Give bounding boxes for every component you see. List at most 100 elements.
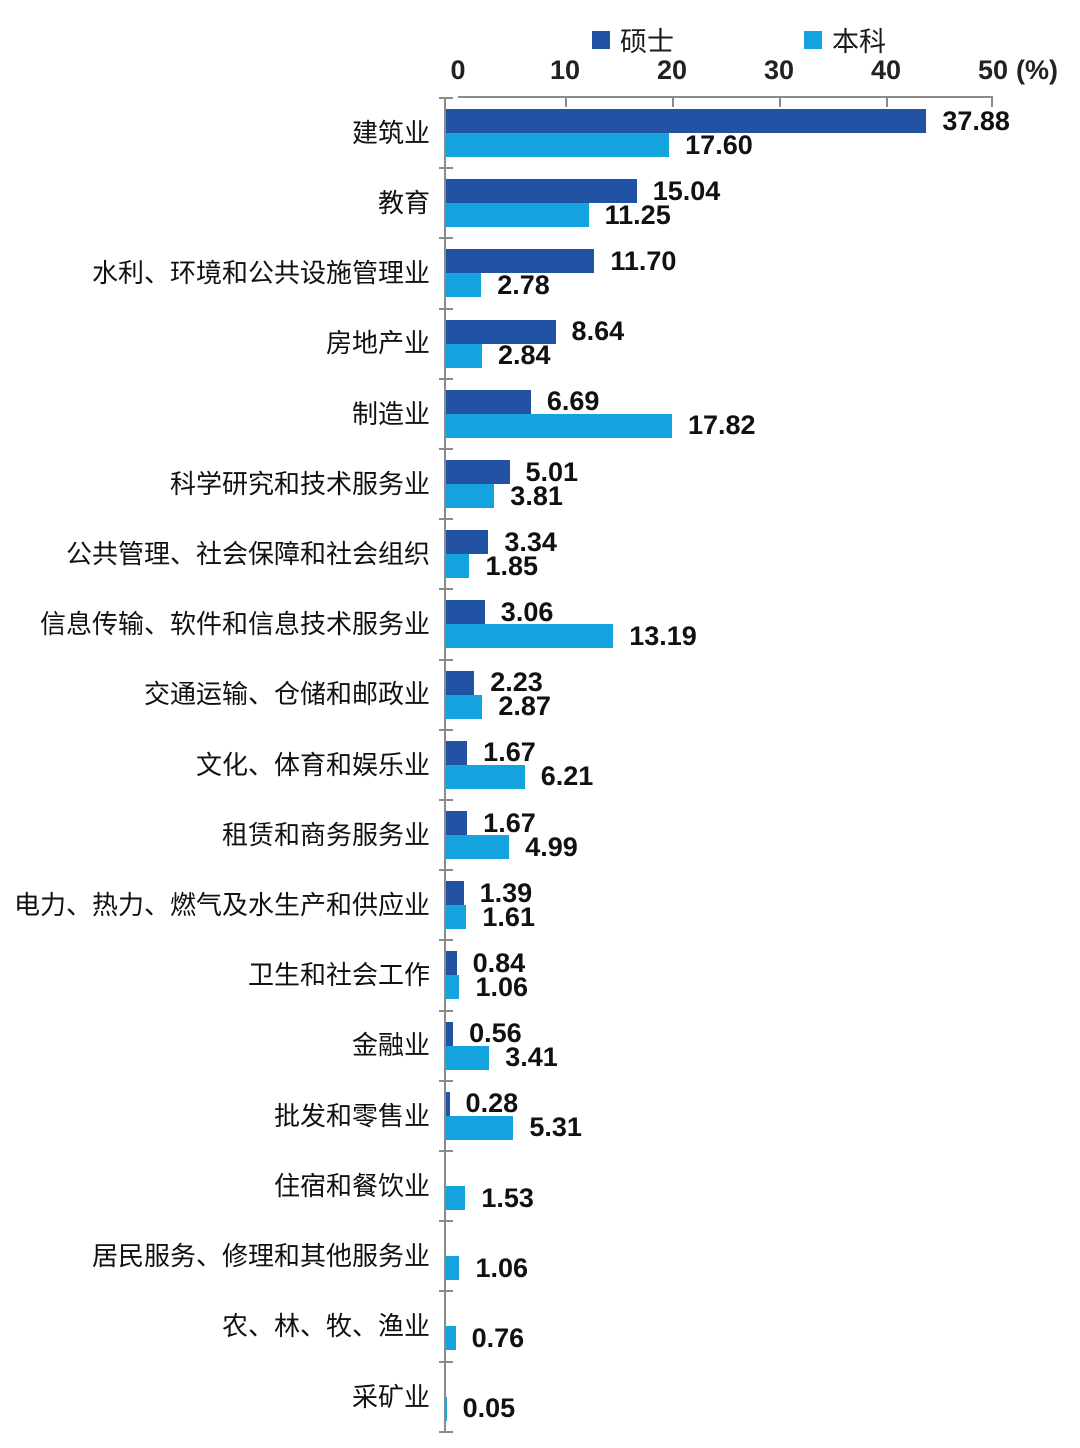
master-bar-line: 15.04	[446, 175, 1080, 206]
category-row: 批发和零售业 0.28 5.31	[0, 1079, 1080, 1152]
category-row: 电力、热力、燃气及水生产和供应业 1.39 1.61	[0, 869, 1080, 941]
value-label-master: 8.64	[571, 316, 625, 347]
bachelor-bar-line: 3.81	[446, 480, 1080, 511]
x-axis-tick-label: 40	[870, 55, 902, 85]
master-bar-line: 1.67	[446, 809, 1080, 836]
x-axis-tick-label: 0	[450, 55, 466, 85]
bar-bachelor	[446, 1326, 456, 1351]
bars-cell: 1.67 6.21	[439, 728, 1080, 801]
bachelor-bar-line: 17.60	[446, 131, 1080, 158]
axis-boundary-tick	[439, 728, 453, 731]
legend-label-master: 硕士	[620, 27, 674, 57]
bar-chart-plot-area: 建筑业 37.88 17.60 教育 15.04	[0, 97, 1080, 1433]
value-label-master: 1.67	[483, 737, 536, 768]
x-axis-tick-mark	[672, 98, 674, 107]
value-label-bachelor: 4.99	[525, 831, 578, 862]
bachelor-bar-line: 4.99	[446, 831, 1080, 862]
axis-boundary-tick	[439, 799, 453, 802]
bachelor-bar-line: 1.06	[446, 973, 1080, 1000]
master-bar-line: 0.84	[446, 949, 1080, 976]
value-label-bachelor: 3.81	[510, 480, 563, 511]
x-axis-tick-label: 30	[763, 55, 795, 85]
bachelor-bar-line: 2.84	[446, 342, 1080, 369]
bar-bachelor	[446, 554, 470, 579]
axis-boundary-tick	[439, 588, 453, 591]
master-bar-line: 8.64	[446, 316, 1080, 347]
category-row: 科学研究和技术服务业 5.01 3.81	[0, 448, 1080, 520]
axis-boundary-tick	[439, 1290, 453, 1293]
master-bar-line: 3.34	[446, 528, 1080, 555]
value-label-master: 6.69	[546, 386, 600, 417]
legend-label-bachelor: 本科	[832, 27, 886, 57]
value-label-bachelor: 2.87	[498, 691, 551, 722]
bachelor-bar-line: 6.21	[446, 761, 1080, 792]
value-label-bachelor: 3.41	[505, 1042, 558, 1073]
axis-boundary-tick	[439, 939, 453, 942]
x-axis-tick-label: 50	[977, 55, 1009, 85]
category-row: 信息传输、软件和信息技术服务业 3.06 13.19	[0, 588, 1080, 660]
bachelor-bar-line: 2.87	[446, 691, 1080, 722]
value-label-master: 2.23	[490, 667, 543, 698]
axis-boundary-tick	[439, 1220, 453, 1223]
x-axis-tick-labels: 0 10 20 30 40 50	[0, 55, 1080, 89]
axis-boundary-tick	[439, 658, 453, 661]
bar-master	[446, 530, 489, 555]
bar-master	[446, 249, 595, 274]
bar-bachelor	[446, 1256, 460, 1281]
category-label: 文化、体育和娱乐业	[195, 749, 430, 780]
legend-item-master: 硕士	[592, 20, 674, 59]
axis-boundary-tick	[439, 237, 453, 240]
bars-cell: 5.01 3.81	[439, 448, 1080, 520]
axis-boundary-tick	[439, 448, 453, 451]
category-label: 水利、环境和公共设施管理业	[91, 258, 430, 289]
x-axis-tick-mark	[565, 98, 567, 107]
value-label-master: 3.06	[500, 596, 554, 627]
axis-boundary-tick	[439, 1150, 453, 1153]
value-label-master: 5.01	[525, 456, 579, 487]
legend-swatch-bachelor-icon	[804, 30, 822, 49]
value-label-bachelor: 17.82	[687, 410, 756, 441]
category-row: 居民服务、修理和其他服务业 1.06	[0, 1220, 1080, 1292]
axis-boundary-tick	[439, 1360, 453, 1363]
value-label-bachelor: 6.21	[540, 761, 594, 792]
value-label-bachelor: 13.19	[629, 620, 697, 651]
category-row: 农、林、牧、渔业 0.76	[0, 1290, 1080, 1362]
master-bar-line: 11.70	[446, 245, 1080, 276]
value-label-bachelor: 1.85	[485, 550, 539, 581]
category-label: 批发和零售业	[273, 1100, 430, 1131]
bars-cell: 6.69 17.82	[439, 377, 1080, 450]
bars-cell: 0.76	[439, 1290, 1080, 1362]
axis-boundary-tick	[439, 377, 453, 380]
x-axis-unit-label: (%)	[1016, 55, 1058, 85]
bars-cell: 8.64 2.84	[439, 307, 1080, 379]
bachelor-bar-line: 1.85	[446, 550, 1080, 581]
category-label: 住宿和餐饮业	[273, 1170, 430, 1201]
bars-cell: 15.04 11.25	[439, 167, 1080, 239]
master-bar-line: 1.39	[446, 879, 1080, 906]
bachelor-bar-line: 17.82	[446, 410, 1080, 441]
value-label-bachelor: 0.76	[471, 1322, 525, 1353]
category-label: 制造业	[351, 398, 430, 429]
bachelor-bar-line: 5.31	[446, 1112, 1080, 1143]
bars-cell: 2.23 2.87	[439, 658, 1080, 730]
category-label: 金融业	[351, 1030, 430, 1061]
bar-bachelor	[446, 343, 482, 368]
master-bar-line: 37.88	[446, 107, 1080, 134]
value-label-master: 15.04	[652, 175, 721, 206]
category-label: 电力、热力、燃气及水生产和供应业	[13, 890, 430, 921]
value-label-bachelor: 5.31	[529, 1112, 582, 1143]
bachelor-bar-line: 1.06	[446, 1254, 1080, 1281]
bar-bachelor	[446, 1115, 514, 1140]
category-label: 公共管理、社会保障和社会组织	[65, 539, 430, 570]
category-row: 制造业 6.69 17.82	[0, 377, 1080, 450]
value-label-master: 11.70	[610, 245, 677, 276]
category-row: 金融业 0.56 3.41	[0, 1009, 1080, 1081]
master-bar-line: 1.67	[446, 737, 1080, 768]
value-label-bachelor: 2.78	[497, 269, 550, 300]
bachelor-bar-line: 0.76	[446, 1322, 1080, 1353]
category-label: 科学研究和技术服务业	[169, 468, 430, 499]
axis-boundary-tick	[439, 869, 453, 872]
master-bar-line: 6.69	[446, 386, 1080, 417]
category-row: 采矿业 0.05	[0, 1360, 1080, 1433]
category-label: 教育	[377, 188, 430, 219]
